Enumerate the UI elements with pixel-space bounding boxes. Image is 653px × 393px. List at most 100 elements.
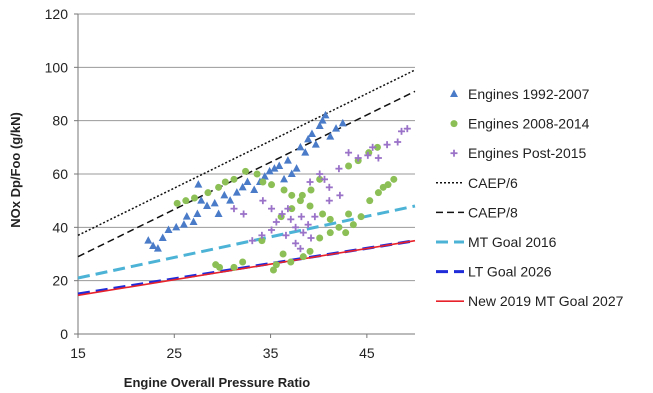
data-point xyxy=(275,161,284,169)
data-point xyxy=(259,178,267,186)
data-point xyxy=(191,194,199,202)
data-point xyxy=(374,189,382,197)
legend-label: Engines 1992-2007 xyxy=(468,86,590,102)
data-point xyxy=(342,229,350,237)
data-point xyxy=(326,132,335,140)
data-point xyxy=(193,209,202,217)
y-tick-label: 20 xyxy=(52,273,68,289)
data-point xyxy=(299,229,307,237)
data-point xyxy=(394,138,402,146)
data-point xyxy=(304,134,313,143)
data-point xyxy=(325,197,333,205)
data-point xyxy=(203,201,212,209)
data-point xyxy=(194,180,203,188)
data-point xyxy=(354,154,362,162)
data-point xyxy=(311,213,319,221)
legend-label: CAEP/6 xyxy=(468,175,518,191)
data-point xyxy=(230,175,238,183)
legend-marker xyxy=(450,120,458,128)
data-point xyxy=(374,154,382,162)
data-point xyxy=(325,183,333,191)
data-point xyxy=(272,218,280,226)
data-point xyxy=(272,261,280,269)
legend-label: LT Goal 2026 xyxy=(468,264,552,280)
data-point xyxy=(182,197,190,205)
data-point xyxy=(321,110,330,119)
data-point xyxy=(284,205,292,213)
data-point xyxy=(239,258,247,266)
data-point xyxy=(259,197,267,205)
data-point xyxy=(269,266,277,274)
data-point xyxy=(216,263,224,271)
data-point xyxy=(164,225,173,233)
data-point xyxy=(204,189,212,197)
data-point xyxy=(299,253,307,261)
data-point xyxy=(144,236,153,244)
data-point xyxy=(292,223,300,231)
legend-label: MT Goal 2016 xyxy=(468,234,557,250)
data-point xyxy=(316,170,324,178)
data-point xyxy=(307,234,315,242)
data-point xyxy=(215,183,223,191)
data-point xyxy=(287,258,295,266)
data-point xyxy=(357,213,365,221)
data-point xyxy=(311,140,320,148)
y-axis-title: NOx Dp/Foo (g/kN) xyxy=(8,112,23,228)
data-point xyxy=(296,142,305,151)
data-point xyxy=(226,196,235,204)
data-point xyxy=(296,197,304,205)
data-point xyxy=(345,162,353,170)
data-point xyxy=(242,167,250,175)
data-point xyxy=(403,125,411,133)
legend-marker xyxy=(450,149,458,157)
data-point xyxy=(384,181,392,189)
data-point xyxy=(307,186,315,194)
data-point xyxy=(282,231,290,239)
data-point xyxy=(280,174,289,183)
data-point xyxy=(349,221,357,229)
data-point xyxy=(210,198,219,207)
legend-layer: Engines 1992-2007 Engines 2008-2014 Engine… xyxy=(436,86,624,309)
data-point xyxy=(336,191,344,199)
data-point xyxy=(248,237,256,245)
data-point xyxy=(306,202,314,210)
data-point xyxy=(172,222,181,231)
data-point xyxy=(288,191,296,199)
data-point xyxy=(240,210,248,218)
data-point xyxy=(288,205,296,213)
data-point xyxy=(292,164,301,172)
data-point xyxy=(243,177,252,185)
data-point xyxy=(158,233,167,241)
data-point xyxy=(287,215,295,223)
data-point xyxy=(383,141,391,149)
x-tick-label: 15 xyxy=(70,345,86,361)
x-tick-label: 35 xyxy=(263,345,279,361)
data-point xyxy=(326,229,334,237)
data-point xyxy=(214,209,223,217)
data-point xyxy=(320,175,328,183)
data-point xyxy=(153,244,162,252)
data-point xyxy=(292,239,300,247)
data-point xyxy=(230,263,238,271)
data-point xyxy=(270,164,279,172)
y-tick-label: 40 xyxy=(52,219,68,235)
data-point xyxy=(182,212,191,220)
data-point xyxy=(316,234,324,242)
data-point xyxy=(319,210,327,218)
data-point xyxy=(279,250,287,258)
data-point xyxy=(220,190,229,199)
data-point xyxy=(278,210,286,218)
y-tick-label: 80 xyxy=(52,113,68,129)
data-point xyxy=(318,116,327,124)
data-point xyxy=(373,143,381,151)
axis-layer: 0 20 40 60 80 100 120 15 25 35 45 xyxy=(45,6,415,361)
data-point xyxy=(306,247,314,255)
data-point xyxy=(316,175,324,183)
data-point xyxy=(268,181,276,189)
data-point xyxy=(173,199,181,207)
x-axis-title: Engine Overall Pressure Ratio xyxy=(124,375,310,390)
data-point xyxy=(366,197,374,205)
data-point xyxy=(253,170,261,178)
data-point xyxy=(179,220,188,228)
